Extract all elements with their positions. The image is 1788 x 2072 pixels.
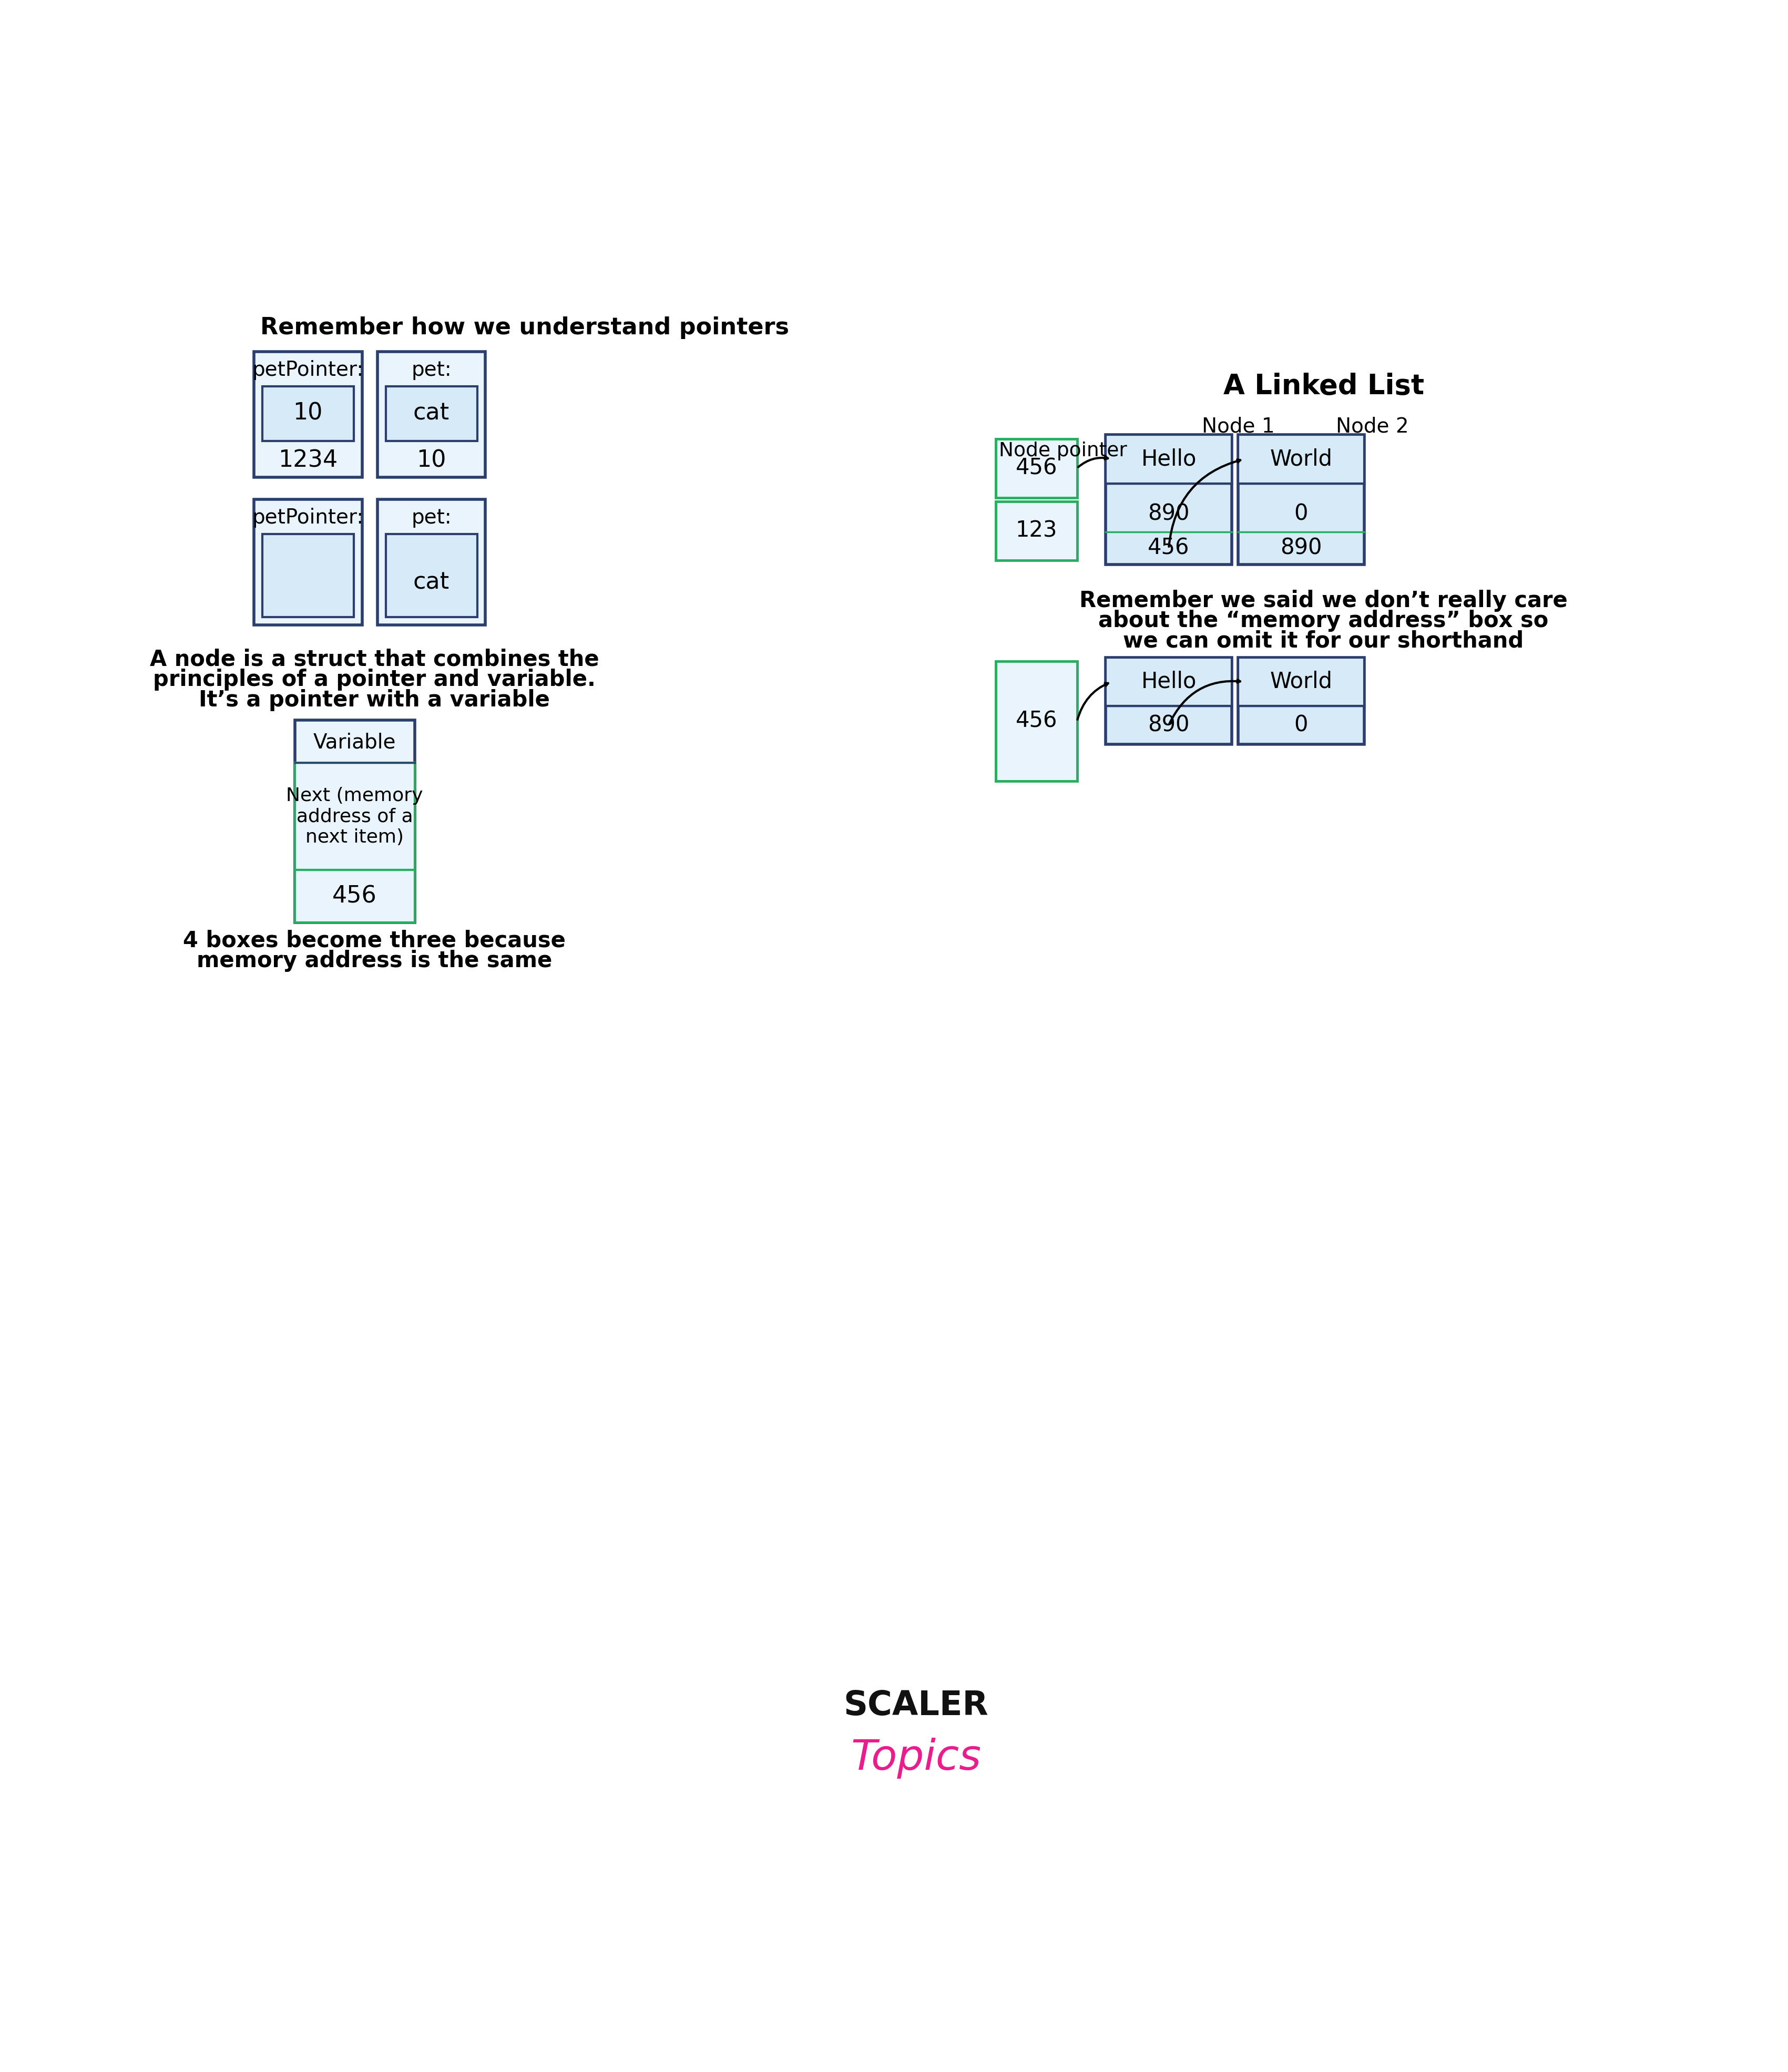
FancyBboxPatch shape xyxy=(1237,435,1364,483)
Text: Remember how we understand pointers: Remember how we understand pointers xyxy=(261,317,789,340)
FancyBboxPatch shape xyxy=(996,501,1076,559)
FancyBboxPatch shape xyxy=(1237,657,1364,707)
FancyBboxPatch shape xyxy=(295,870,415,922)
FancyBboxPatch shape xyxy=(295,762,415,870)
Text: Topics: Topics xyxy=(851,1738,982,1778)
Text: cat: cat xyxy=(413,572,449,595)
FancyBboxPatch shape xyxy=(386,535,477,617)
FancyBboxPatch shape xyxy=(254,499,361,626)
FancyBboxPatch shape xyxy=(377,499,486,626)
FancyBboxPatch shape xyxy=(996,661,1076,781)
FancyBboxPatch shape xyxy=(263,385,354,441)
Text: 4 boxes become three because: 4 boxes become three because xyxy=(182,930,565,951)
FancyBboxPatch shape xyxy=(1237,657,1364,744)
FancyBboxPatch shape xyxy=(386,385,477,441)
Text: memory address is the same: memory address is the same xyxy=(197,949,552,972)
Text: A node is a struct that combines the: A node is a struct that combines the xyxy=(150,649,599,671)
FancyBboxPatch shape xyxy=(295,721,415,922)
Text: 890: 890 xyxy=(1148,715,1189,736)
Text: Variable: Variable xyxy=(313,731,397,752)
Text: 123: 123 xyxy=(1016,520,1057,541)
Text: It’s a pointer with a variable: It’s a pointer with a variable xyxy=(198,688,551,711)
FancyBboxPatch shape xyxy=(263,535,354,617)
Text: Node 1: Node 1 xyxy=(1202,416,1275,437)
Text: Node 2: Node 2 xyxy=(1336,416,1409,437)
Text: 456: 456 xyxy=(1016,711,1057,731)
Text: 0: 0 xyxy=(1295,715,1309,736)
Text: cat: cat xyxy=(413,402,449,425)
Text: 456: 456 xyxy=(1148,537,1189,559)
FancyBboxPatch shape xyxy=(996,439,1076,497)
FancyBboxPatch shape xyxy=(1105,657,1232,744)
Text: principles of a pointer and variable.: principles of a pointer and variable. xyxy=(154,669,595,690)
Text: 456: 456 xyxy=(333,885,377,908)
Text: 10: 10 xyxy=(417,450,447,472)
FancyBboxPatch shape xyxy=(1105,435,1232,564)
Text: 1234: 1234 xyxy=(279,450,338,472)
FancyBboxPatch shape xyxy=(377,352,486,477)
FancyBboxPatch shape xyxy=(1105,435,1232,483)
Text: Remember we said we don’t really care: Remember we said we don’t really care xyxy=(1080,591,1568,611)
Text: World: World xyxy=(1269,448,1332,470)
Text: petPointer:: petPointer: xyxy=(252,508,363,528)
Text: 10: 10 xyxy=(293,402,322,425)
Text: A Linked List: A Linked List xyxy=(1223,373,1423,400)
Text: petPointer:: petPointer: xyxy=(252,361,363,379)
Text: Hello: Hello xyxy=(1141,448,1196,470)
Text: 0: 0 xyxy=(1295,503,1309,524)
Text: 890: 890 xyxy=(1148,503,1189,524)
Text: World: World xyxy=(1269,671,1332,692)
FancyBboxPatch shape xyxy=(254,352,361,477)
Text: pet:: pet: xyxy=(411,361,451,379)
FancyBboxPatch shape xyxy=(1105,657,1232,707)
Text: Node pointer: Node pointer xyxy=(999,441,1126,460)
Text: Hello: Hello xyxy=(1141,671,1196,692)
Text: SCALER: SCALER xyxy=(844,1689,989,1722)
Text: we can omit it for our shorthand: we can omit it for our shorthand xyxy=(1123,630,1523,653)
Text: 890: 890 xyxy=(1280,537,1321,559)
Text: Next (memory
address of a
next item): Next (memory address of a next item) xyxy=(286,787,424,845)
Text: 456: 456 xyxy=(1016,458,1057,479)
Text: pet:: pet: xyxy=(411,508,451,528)
Text: about the “memory address” box so: about the “memory address” box so xyxy=(1098,609,1548,632)
FancyBboxPatch shape xyxy=(1237,435,1364,564)
